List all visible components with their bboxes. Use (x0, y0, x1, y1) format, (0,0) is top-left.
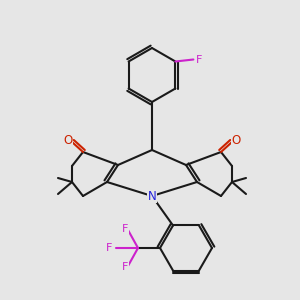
Text: F: F (196, 55, 202, 64)
Text: N: N (148, 190, 156, 202)
Text: F: F (106, 243, 112, 253)
Text: F: F (122, 262, 128, 272)
Text: O: O (232, 134, 241, 147)
Text: O: O (63, 134, 72, 147)
Text: F: F (122, 224, 128, 233)
